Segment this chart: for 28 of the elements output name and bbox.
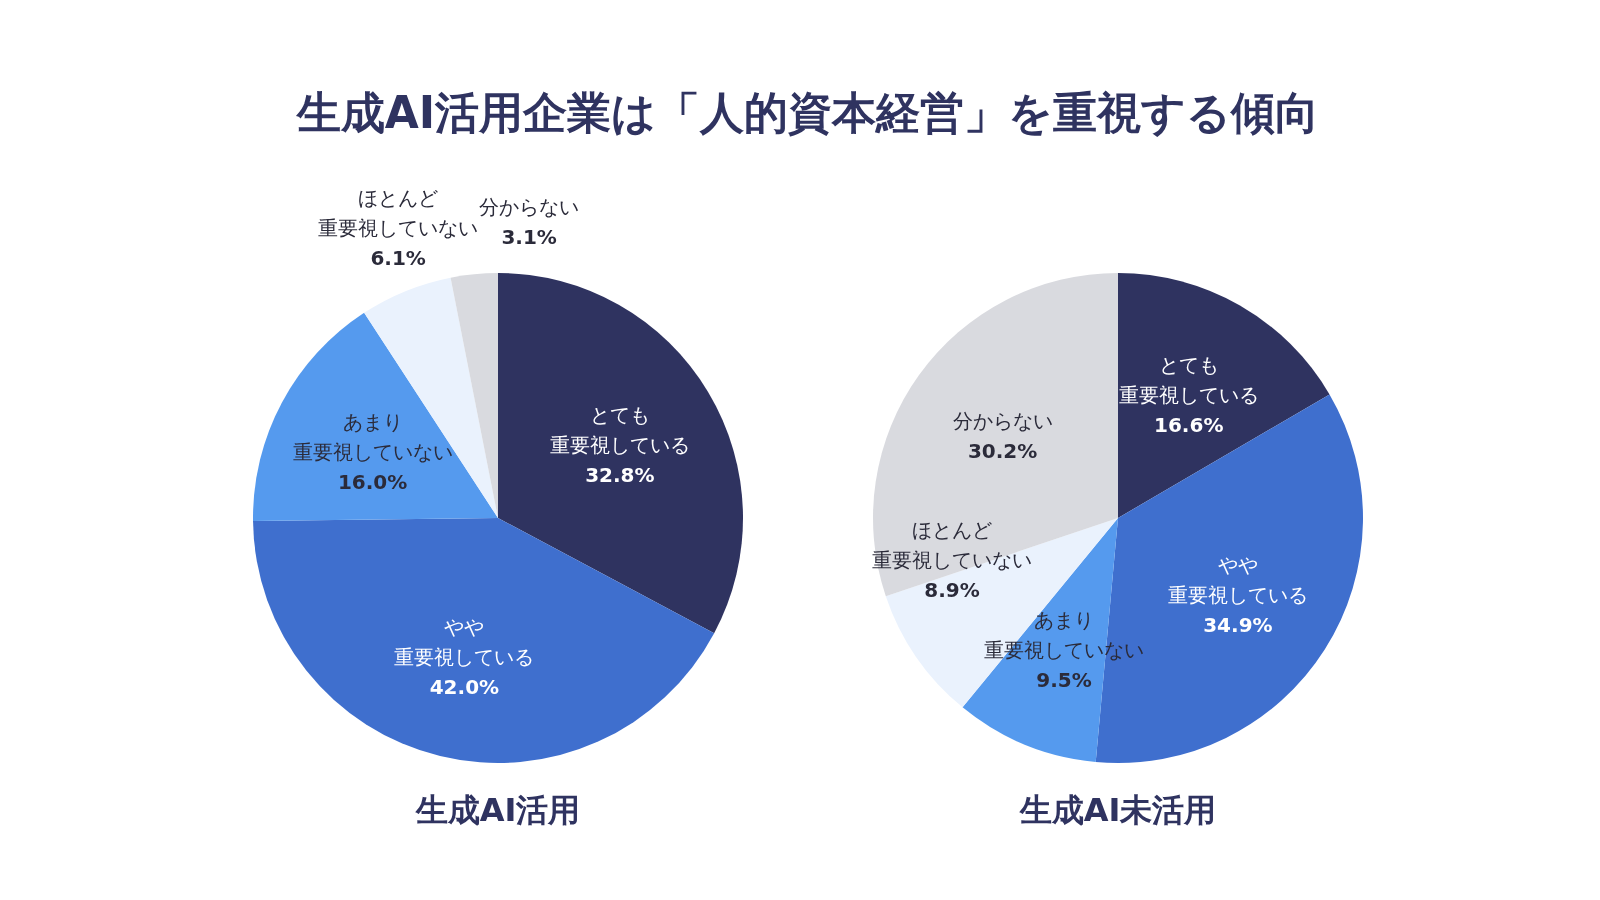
pie-slice [1118, 273, 1330, 518]
data-label: 16.6% [1154, 413, 1224, 438]
slice-label: やや重要視している [1167, 552, 1308, 607]
text: 生成AI未活用 [1018, 791, 1217, 829]
slice-label: ほとんど重要視していない [318, 186, 479, 241]
data-label: 6.1% [370, 246, 426, 271]
slice-label: 分からない [479, 195, 580, 220]
pie-slice [253, 518, 715, 763]
data-label: 34.9% [1203, 612, 1273, 637]
data-label: 16.0% [337, 469, 408, 494]
data-label: 3.1% [501, 225, 557, 250]
slice-label: 分からない [952, 408, 1053, 433]
text: 生成AI活用 [414, 791, 581, 829]
data-label: 32.8% [585, 463, 655, 488]
data-label: 8.9% [924, 577, 980, 602]
pie-slice [450, 273, 498, 518]
pie-slice [253, 312, 498, 522]
data-label: 9.5% [1036, 667, 1092, 692]
slice-label: あまり重要視していない [292, 409, 453, 464]
pie-slice [873, 273, 1118, 597]
data-label: 30.2% [967, 438, 1038, 463]
pie-slice [498, 273, 743, 634]
slice-label: とても重要視している [1118, 353, 1259, 408]
slice-label: ほとんど重要視していない [871, 517, 1032, 572]
slice-label: やや重要視している [394, 614, 535, 669]
slice-label: とても重要視している [549, 403, 690, 458]
text: 生成AI活用企業は「人的資本経営」を重視する傾向 [294, 87, 1320, 138]
data-label: 42.0% [429, 674, 500, 699]
